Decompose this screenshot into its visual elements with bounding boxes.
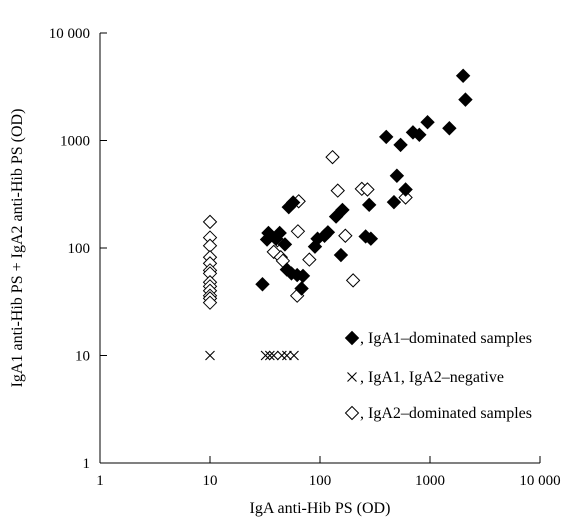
x-tick-label: 10 000 bbox=[519, 473, 560, 489]
iga2-dominated-point bbox=[302, 252, 317, 267]
negative-point bbox=[281, 350, 292, 361]
iga2-dominated-point bbox=[202, 214, 218, 230]
data-points bbox=[202, 68, 473, 361]
iga1-dominated-point bbox=[442, 121, 457, 136]
x-axis-ticks: 1 10 100 1000 10 000 bbox=[96, 456, 561, 489]
iga1-dominated-point bbox=[458, 92, 473, 107]
negative-point bbox=[268, 350, 279, 361]
iga2-dominated-point bbox=[202, 295, 218, 310]
legend-label: , IgA1–dominated samples bbox=[360, 330, 532, 347]
legend-item-iga1-dominated: , IgA1–dominated samples bbox=[344, 330, 532, 347]
y-axis-ticks: 1 10 100 1000 10 000 bbox=[49, 26, 107, 472]
legend-label: , IgA1, IgA2–negative bbox=[360, 369, 504, 386]
y-tick-label: 100 bbox=[68, 241, 91, 257]
iga1-dominated-point bbox=[335, 202, 350, 218]
x-tick-label: 1000 bbox=[415, 473, 445, 489]
legend-label: , IgA2–dominated samples bbox=[360, 405, 532, 422]
iga1-dominated-point bbox=[363, 231, 379, 246]
iga1-dominated-point bbox=[420, 114, 435, 130]
y-tick-label: 1000 bbox=[60, 134, 90, 150]
legend-marker bbox=[347, 372, 357, 382]
iga2-dominated-point bbox=[290, 224, 306, 239]
negative-point bbox=[289, 350, 299, 361]
iga2-dominated-point bbox=[360, 182, 375, 197]
iga2-dominated-point bbox=[338, 228, 353, 243]
iga1-dominated-point bbox=[412, 127, 427, 143]
legend-marker bbox=[344, 405, 360, 421]
iga1-dominated-point bbox=[272, 225, 287, 241]
iga1-dominated-point bbox=[386, 194, 402, 210]
y-tick-label: 10 000 bbox=[49, 26, 90, 42]
iga1-dominated-point bbox=[398, 182, 413, 197]
iga1-dominated-point bbox=[379, 129, 394, 145]
iga1-dominated-point bbox=[277, 237, 293, 252]
iga1-dominated-point bbox=[393, 137, 408, 153]
negative-point bbox=[205, 350, 215, 361]
y-tick-label: 10 bbox=[75, 349, 90, 365]
negative-point bbox=[276, 350, 287, 361]
iga1-dominated-point bbox=[255, 277, 270, 292]
iga1-dominated-point bbox=[389, 168, 405, 183]
legend-item-negative: , IgA1, IgA2–negative bbox=[347, 369, 504, 386]
iga2-dominated-point bbox=[325, 149, 340, 165]
iga1-dominated-point bbox=[285, 195, 301, 210]
iga1-dominated-point bbox=[333, 247, 349, 263]
iga2-dominated-point bbox=[398, 190, 413, 205]
iga1-dominated-point bbox=[455, 68, 471, 83]
iga1-dominated-point bbox=[320, 225, 336, 240]
legend-marker bbox=[344, 330, 360, 346]
legend: , IgA1–dominated samples , IgA1, IgA2–neg… bbox=[344, 330, 532, 422]
x-tick-label: 10 bbox=[203, 473, 218, 489]
iga1-dominated-point bbox=[294, 281, 309, 296]
iga2-dominated-point bbox=[330, 183, 345, 198]
y-tick-label: 1 bbox=[83, 456, 91, 472]
y-axis-title: IgA1 anti-Hib PS + IgA2 anti-Hib PS (OD) bbox=[9, 109, 26, 388]
iga2-dominated-point bbox=[345, 273, 361, 288]
x-tick-label: 100 bbox=[309, 473, 332, 489]
iga1-dominated-point bbox=[295, 268, 311, 284]
negative-point bbox=[264, 350, 275, 361]
iga2-dominated-point bbox=[266, 244, 281, 260]
x-tick-label: 1 bbox=[96, 473, 104, 489]
negative-point bbox=[260, 350, 271, 361]
legend-item-iga2-dominated: , IgA2–dominated samples bbox=[344, 405, 532, 422]
iga1-dominated-point bbox=[361, 197, 377, 213]
x-axis-title: IgA anti-Hib PS (OD) bbox=[250, 500, 391, 517]
